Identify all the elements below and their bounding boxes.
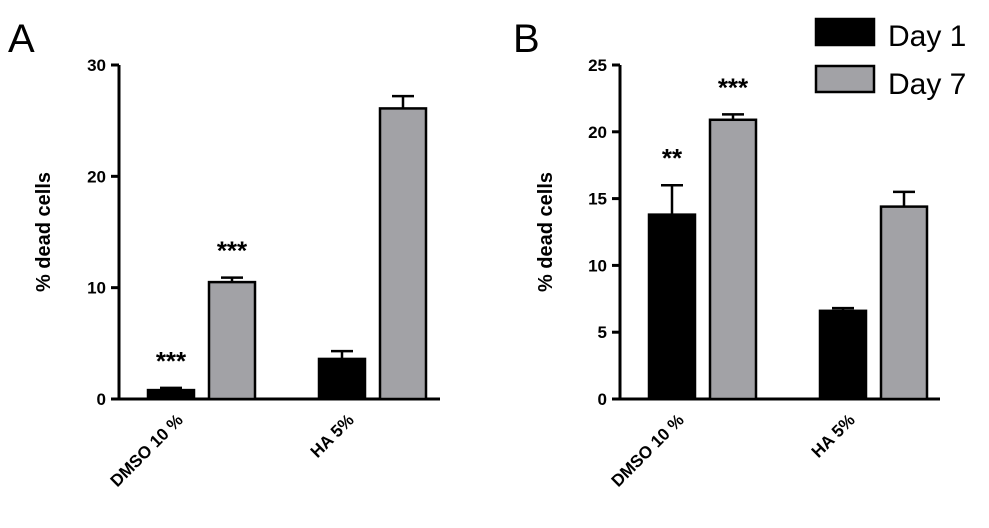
panel-letter: A: [8, 17, 35, 61]
significance-label-day-1-dmso-10: ***: [156, 346, 187, 376]
bar-day-7-ha-5: [879, 205, 929, 401]
y-tick-label: 30: [87, 56, 106, 75]
bar-day-7-dmso-10: [207, 280, 257, 401]
significance-label-day-7-dmso-10: ***: [217, 236, 248, 266]
significance-label-day-1-dmso-10: **: [662, 143, 683, 173]
panel-letter: B: [513, 17, 540, 61]
bar-day-1-dmso-10: [146, 388, 196, 401]
y-tick-label: 15: [588, 190, 607, 209]
category-label-dmso-10: DMSO 10 %: [107, 410, 187, 490]
significance-label-day-7-dmso-10: ***: [718, 72, 749, 102]
y-tick-label: 0: [97, 390, 106, 409]
legend-label-day-7: Day 7: [888, 68, 966, 101]
y-tick-label: 0: [598, 390, 607, 409]
y-axis-label: % dead cells: [535, 172, 557, 292]
category-label-ha-5: HA 5%: [307, 410, 358, 461]
category-label-ha-5: HA 5%: [808, 410, 859, 461]
bar-day-7-ha-5: [378, 107, 428, 401]
y-axis-label: % dead cells: [33, 172, 55, 292]
bar-day-7-dmso-10: [708, 118, 758, 401]
y-tick-label: 10: [87, 279, 106, 298]
bar-day-1-ha-5: [317, 357, 367, 401]
bar-day-1-dmso-10: [647, 213, 697, 401]
y-tick-label: 20: [87, 167, 106, 186]
y-tick-label: 25: [588, 56, 607, 75]
y-tick-label: 5: [598, 323, 607, 342]
legend-label-day-1: Day 1: [888, 20, 966, 53]
legend: Day 1 Day 7: [814, 17, 966, 101]
category-label-dmso-10: DMSO 10 %: [608, 410, 688, 490]
panel-a: A 0 10 20 30 % dead cells *** *** DMSO 10 % HA 5%: [8, 17, 440, 491]
legend-swatch-day-1: [814, 17, 876, 47]
bar-day-1-ha-5: [818, 309, 868, 401]
y-tick-label: 10: [588, 256, 607, 275]
y-tick-label: 20: [588, 123, 607, 142]
legend-swatch-day-7: [814, 64, 876, 94]
